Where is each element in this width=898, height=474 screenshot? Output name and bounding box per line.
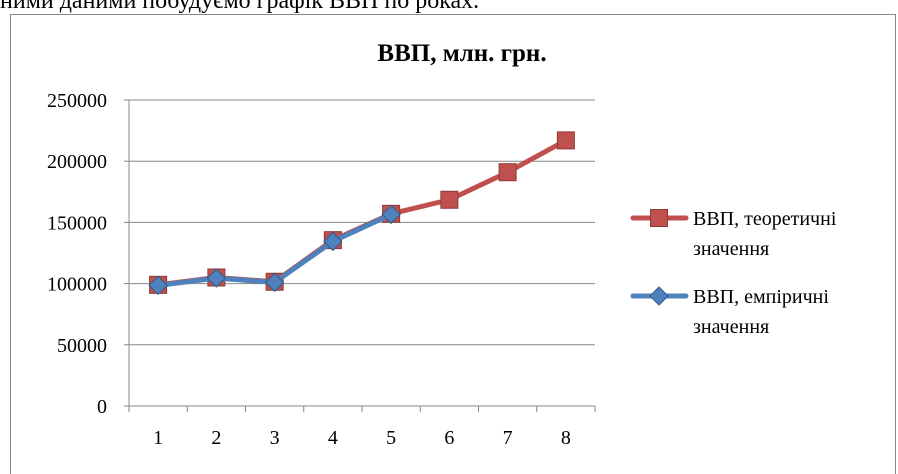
series-1 xyxy=(149,131,575,294)
series-line xyxy=(155,137,569,288)
gridlines xyxy=(124,99,595,407)
data-point xyxy=(264,272,285,293)
x-tick-label: 6 xyxy=(444,427,454,449)
x-tick-label: 2 xyxy=(211,427,221,449)
x-tick-label: 1 xyxy=(153,427,163,449)
chart-frame xyxy=(10,14,896,474)
legend-item: ВВП, емпіричні значення xyxy=(630,286,829,338)
chart-title: ВВП, млн. грн. xyxy=(377,40,546,67)
y-tick-label: 50000 xyxy=(57,335,107,357)
data-point xyxy=(148,275,168,296)
legend-label: ВВП, теоретичні xyxy=(693,208,837,230)
y-tick-label: 200000 xyxy=(47,151,107,173)
data-point xyxy=(381,204,401,225)
data-point xyxy=(556,131,575,150)
series-layer xyxy=(148,131,575,296)
legend-label: ВВП, емпіричні xyxy=(693,286,829,308)
data-point xyxy=(206,268,227,288)
legend-item: ВВП, теоретичні значення xyxy=(630,208,837,260)
legend-label: значення xyxy=(693,238,769,260)
data-point xyxy=(440,190,459,209)
legend-label: значення xyxy=(693,316,769,338)
x-tick-label: 5 xyxy=(386,427,396,449)
legend: ВВП, теоретичні значення ВВП, емпіричні зна… xyxy=(630,208,837,338)
data-point xyxy=(498,163,517,182)
series-2 xyxy=(148,204,401,296)
y-tick-label: 100000 xyxy=(47,274,107,296)
legend-marker xyxy=(650,209,668,227)
y-tick-labels: 0 50000 100000 150000 200000 250000 xyxy=(47,90,107,418)
x-tick-label: 8 xyxy=(561,427,571,449)
document-text-fragment: ними даними побудуємо графік ВВП по рока… xyxy=(0,0,480,14)
x-tick-label: 3 xyxy=(270,427,280,449)
y-tick-label: 250000 xyxy=(47,90,107,112)
data-point xyxy=(323,231,343,252)
x-tick-label: 7 xyxy=(503,427,513,449)
x-tick-labels: 1 2 3 4 5 6 7 8 xyxy=(153,427,571,449)
axes xyxy=(128,100,596,412)
x-tick-label: 4 xyxy=(328,427,338,449)
y-tick-label: 150000 xyxy=(47,212,107,234)
legend-marker xyxy=(649,286,669,306)
y-tick-label: 0 xyxy=(97,396,107,418)
